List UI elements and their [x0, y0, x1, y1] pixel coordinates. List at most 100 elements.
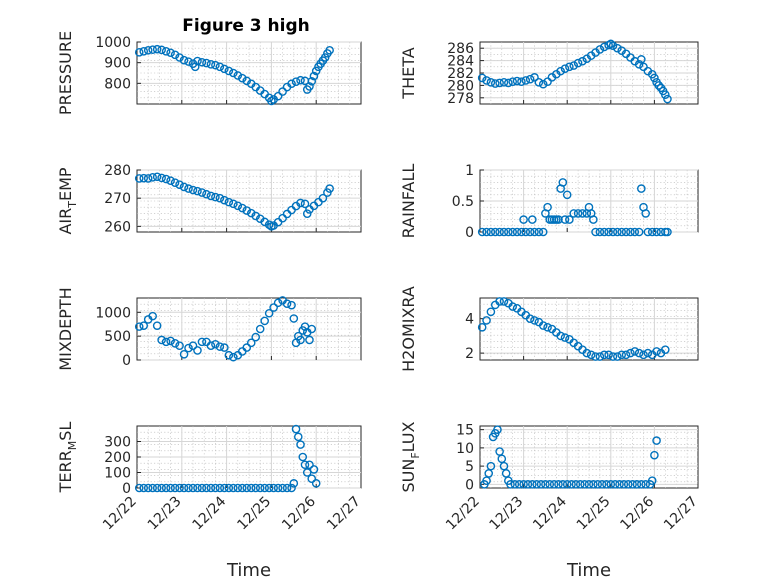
data-point	[530, 227, 539, 237]
data-point	[273, 91, 283, 101]
data-point	[608, 352, 618, 361]
data-point	[606, 480, 616, 489]
data-point	[202, 58, 211, 68]
x-tick-label: 12/23	[487, 494, 527, 534]
data-point	[621, 227, 631, 237]
panel-3: 260 270 280 AIRTEMP	[56, 163, 362, 235]
data-point	[251, 483, 261, 493]
data-point	[591, 352, 600, 361]
data-point	[170, 50, 180, 60]
y-axis-label: THETA	[399, 47, 418, 99]
x-tick-label: 12/25	[234, 494, 274, 534]
data-point	[519, 215, 528, 224]
data-point	[229, 483, 238, 493]
data-point	[573, 58, 583, 68]
data-point	[296, 335, 305, 345]
data-point	[143, 483, 153, 493]
data-point	[237, 73, 247, 83]
data-point	[202, 189, 211, 199]
data-point	[229, 68, 238, 78]
data-point	[643, 227, 653, 237]
data-point	[495, 297, 504, 306]
data-point	[307, 474, 317, 484]
data-point	[543, 77, 552, 86]
data-point	[255, 324, 265, 334]
data-point	[206, 341, 216, 350]
data-point	[517, 227, 526, 237]
data-point	[499, 78, 509, 87]
data-point	[528, 480, 537, 489]
data-point	[560, 333, 570, 342]
data-point	[233, 201, 243, 211]
data-point	[179, 182, 189, 192]
data-point	[562, 480, 572, 489]
data-point	[632, 480, 642, 489]
data-point	[578, 209, 587, 218]
data-point	[536, 480, 546, 489]
data-point	[184, 343, 193, 353]
x-tick-label: 12/23	[145, 494, 185, 534]
data-point	[307, 324, 317, 334]
data-point	[538, 321, 548, 330]
data-point	[528, 215, 537, 224]
x-tick-label: 12/26	[617, 493, 657, 533]
data-point	[152, 483, 162, 493]
data-point	[565, 215, 574, 224]
data-point	[229, 352, 238, 362]
data-point	[519, 480, 528, 489]
panel-4: 0 0.5 1 RAINFALL	[399, 163, 699, 241]
data-point	[211, 192, 220, 202]
data-point	[206, 483, 216, 493]
data-point	[569, 61, 579, 70]
data-point	[188, 483, 198, 493]
data-point	[143, 174, 153, 183]
data-point	[157, 173, 166, 183]
data-point	[175, 483, 184, 493]
data-point	[220, 343, 229, 352]
data-point	[652, 347, 661, 356]
data-point	[630, 347, 640, 356]
x-axis-label: Time	[226, 560, 271, 581]
data-point	[289, 314, 299, 323]
data-point	[193, 483, 202, 493]
data-point	[166, 483, 175, 493]
data-point	[307, 76, 317, 86]
data-point	[595, 45, 605, 54]
data-point	[302, 209, 312, 218]
data-point	[318, 193, 328, 203]
data-point	[641, 480, 650, 489]
data-point	[197, 483, 207, 493]
data-point	[580, 480, 589, 489]
data-point	[282, 483, 292, 493]
data-point	[545, 480, 555, 489]
data-point	[157, 335, 166, 345]
data-point	[525, 314, 535, 323]
data-point	[630, 227, 640, 237]
y-tick-label: 280	[447, 78, 474, 94]
data-point	[604, 227, 613, 237]
data-point	[311, 66, 321, 76]
data-point	[637, 55, 646, 64]
data-point	[538, 79, 548, 89]
data-point	[233, 483, 243, 493]
y-axis-label: PRESSURE	[56, 31, 75, 115]
y-tick-label: 260	[104, 219, 131, 235]
data-point	[490, 79, 500, 88]
data-point	[623, 480, 633, 489]
y-tick-label: 278	[447, 91, 474, 107]
data-point	[296, 198, 305, 208]
data-point	[595, 352, 605, 361]
data-point	[477, 73, 487, 83]
data-point	[495, 227, 504, 237]
data-point	[543, 322, 552, 332]
data-point	[589, 215, 598, 224]
data-point	[148, 311, 157, 321]
data-point	[224, 350, 234, 360]
data-point	[220, 195, 229, 205]
data-point	[293, 432, 303, 442]
data-point	[206, 60, 216, 69]
data-point	[246, 483, 256, 493]
data-point	[532, 480, 541, 489]
data-point	[148, 173, 157, 182]
x-tick-label: 12/27	[324, 494, 364, 534]
